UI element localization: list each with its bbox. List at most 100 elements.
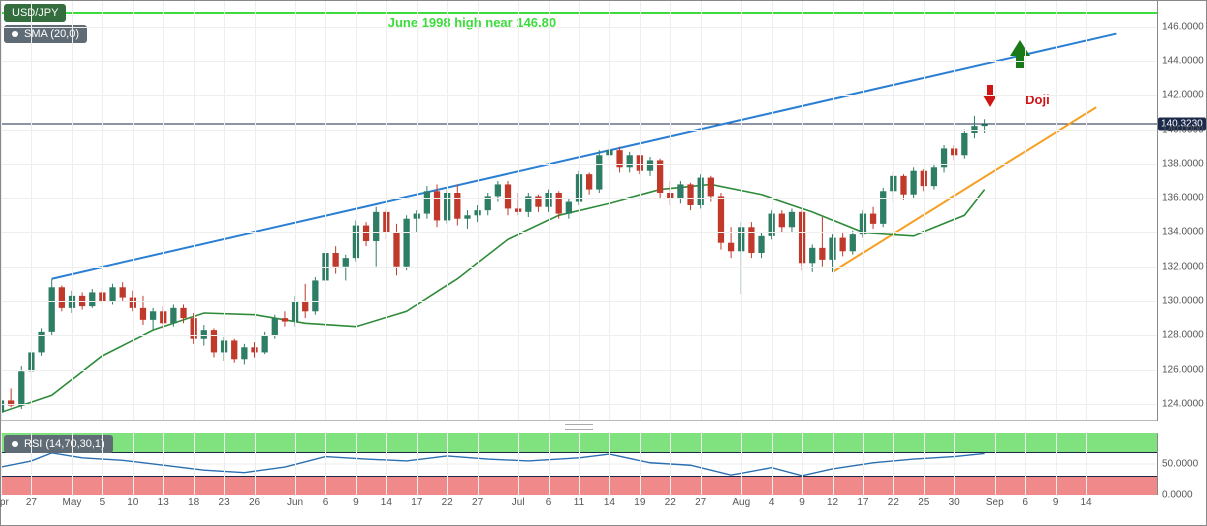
price-ytick-label: 146.0000 (1162, 21, 1204, 32)
rsi-pane[interactable]: RSI (14,70,30,1) (1, 433, 1157, 495)
time-gridline (1, 433, 2, 495)
price-ytick-label: 128.0000 (1162, 330, 1204, 341)
time-gridline (31, 433, 32, 495)
time-gridline (295, 433, 296, 495)
time-gridline (1086, 433, 1087, 495)
time-gridline (31, 1, 32, 420)
time-gridline (1, 1, 2, 420)
time-xtick-label: 5 (100, 497, 106, 508)
rsi-badge-dot (12, 441, 18, 447)
time-gridline (447, 433, 448, 495)
time-gridline (640, 1, 641, 420)
time-gridline (163, 433, 164, 495)
time-xtick-label: 22 (888, 497, 899, 508)
time-gridline (893, 1, 894, 420)
time-gridline (72, 433, 73, 495)
time-gridline (863, 433, 864, 495)
chart-container: USD/JPY SMA (20,0) June 1998 high near 1… (0, 0, 1207, 526)
time-xtick-label: 22 (665, 497, 676, 508)
symbol-badge-label: USD/JPY (12, 6, 58, 20)
time-xtick-label: 30 (949, 497, 960, 508)
time-gridline (102, 1, 103, 420)
time-gridline (224, 433, 225, 495)
time-gridline (802, 1, 803, 420)
price-ytick-label: 140.0000 (1162, 124, 1204, 135)
up-arrow-icon-head (1010, 40, 1030, 56)
rsi-ytick-label: 50.0000 (1162, 459, 1198, 470)
time-xtick-label: 26 (249, 497, 260, 508)
time-xtick-label: May (63, 497, 82, 508)
rsi-badge[interactable]: RSI (14,70,30,1) (4, 435, 113, 453)
time-gridline (1025, 1, 1026, 420)
time-gridline (579, 433, 580, 495)
time-gridline (356, 433, 357, 495)
time-xtick-label: 17 (857, 497, 868, 508)
time-xtick-label: 13 (158, 497, 169, 508)
time-gridline (609, 433, 610, 495)
time-xtick-label: 6 (1022, 497, 1028, 508)
symbol-badge[interactable]: USD/JPY (4, 4, 66, 22)
time-gridline (741, 1, 742, 420)
price-ytick-label: 142.0000 (1162, 90, 1204, 101)
time-gridline (924, 1, 925, 420)
time-xtick-label: 12 (827, 497, 838, 508)
time-gridline (295, 1, 296, 420)
time-gridline (325, 1, 326, 420)
time-gridline (549, 1, 550, 420)
price-ytick-label: 124.0000 (1162, 398, 1204, 409)
time-gridline (701, 1, 702, 420)
time-gridline (194, 1, 195, 420)
time-gridline (133, 1, 134, 420)
time-gridline (995, 1, 996, 420)
time-xtick-label: Jul (512, 497, 525, 508)
time-x-axis[interactable]: Apr27May51013182326Jun6914172227Jul61114… (1, 495, 1157, 525)
time-xtick-label: 14 (381, 497, 392, 508)
time-xtick-label: Aug (732, 497, 750, 508)
time-xtick-label: 17 (411, 497, 422, 508)
time-gridline (833, 1, 834, 420)
time-gridline (224, 1, 225, 420)
time-xtick-label: 6 (323, 497, 329, 508)
time-gridline (954, 433, 955, 495)
time-gridline (772, 433, 773, 495)
pane-resize-handle[interactable] (1, 421, 1157, 433)
time-gridline (386, 433, 387, 495)
price-ytick-label: 130.0000 (1162, 296, 1204, 307)
price-ytick-label: 134.0000 (1162, 227, 1204, 238)
time-xtick-label: 18 (188, 497, 199, 508)
time-xtick-label: 9 (1053, 497, 1059, 508)
time-gridline (478, 433, 479, 495)
time-gridline (1056, 1, 1057, 420)
time-xtick-label: 4 (769, 497, 775, 508)
time-xtick-label: Apr (0, 497, 9, 508)
rsi-y-axis[interactable]: 0.000050.0000 (1157, 433, 1207, 495)
time-xtick-label: 19 (634, 497, 645, 508)
time-xtick-label: 27 (26, 497, 37, 508)
price-pane[interactable]: USD/JPY SMA (20,0) June 1998 high near 1… (1, 1, 1157, 421)
time-gridline (772, 1, 773, 420)
time-gridline (701, 433, 702, 495)
time-xtick-label: 9 (799, 497, 805, 508)
time-xtick-label: 23 (219, 497, 230, 508)
time-gridline (325, 433, 326, 495)
time-gridline (356, 1, 357, 420)
time-gridline (741, 433, 742, 495)
price-ytick-label: 136.0000 (1162, 193, 1204, 204)
time-xtick-label: 10 (127, 497, 138, 508)
time-gridline (549, 433, 550, 495)
time-gridline (255, 433, 256, 495)
time-gridline (518, 1, 519, 420)
time-gridline (72, 1, 73, 420)
price-ytick-label: 144.0000 (1162, 56, 1204, 67)
time-gridline (1025, 433, 1026, 495)
time-gridline (609, 1, 610, 420)
time-gridline (133, 433, 134, 495)
time-gridline (802, 433, 803, 495)
time-gridline (893, 433, 894, 495)
time-gridline (579, 1, 580, 420)
time-xtick-label: 14 (604, 497, 615, 508)
time-gridline (194, 433, 195, 495)
rsi-badge-label: RSI (14,70,30,1) (24, 437, 105, 451)
price-y-axis[interactable]: 140.3230 124.0000126.0000128.0000130.000… (1157, 1, 1207, 421)
time-gridline (447, 1, 448, 420)
